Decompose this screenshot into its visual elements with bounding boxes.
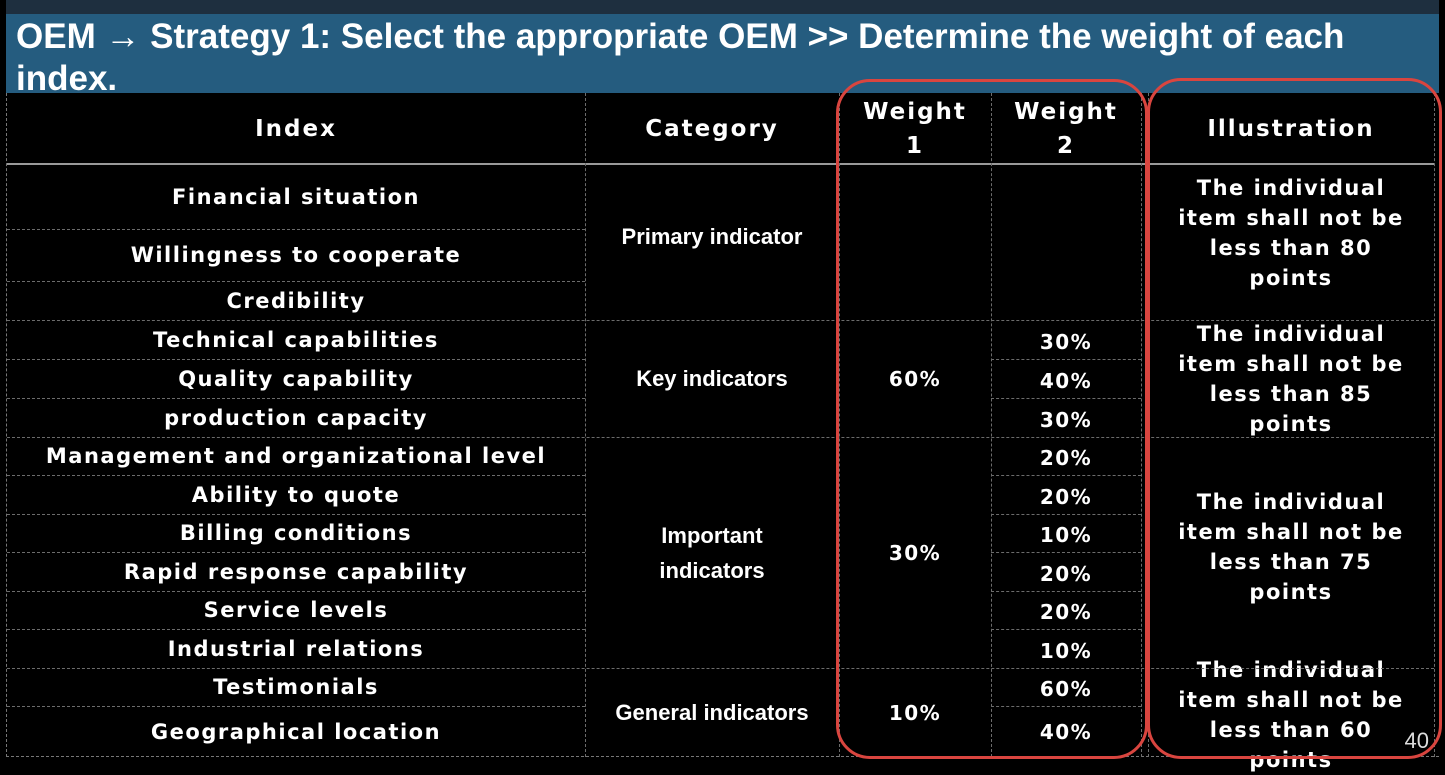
header-index: Index xyxy=(255,116,337,142)
column-divider xyxy=(839,93,840,757)
row-divider xyxy=(7,398,585,399)
weight2-cell: 20% xyxy=(1039,446,1093,470)
index-cell: Rapid response capability xyxy=(123,559,469,584)
index-cell: Financial situation xyxy=(172,185,420,209)
index-cell: Ability to quote xyxy=(191,482,401,507)
column-divider xyxy=(585,93,586,757)
category-cell: Primary indicator xyxy=(621,224,803,249)
row-divider xyxy=(991,629,1141,630)
row-divider xyxy=(7,514,585,515)
illustration-cell: The individual item shall not be less th… xyxy=(1178,175,1404,290)
index-cell: Geographical location xyxy=(150,719,442,744)
row-divider xyxy=(7,629,585,630)
weight2-cell: 30% xyxy=(1039,329,1093,354)
weight2-cell: 40% xyxy=(1039,368,1093,393)
index-cell: production capacity xyxy=(164,405,428,430)
row-divider xyxy=(991,398,1141,399)
category-cell: Important indicators xyxy=(659,522,765,583)
row-divider xyxy=(7,437,1434,438)
row-divider xyxy=(7,706,585,707)
weight2-cell: 30% xyxy=(1039,407,1093,432)
index-cell: Management and organizational level xyxy=(45,444,547,468)
weight2-cell: 60% xyxy=(1039,677,1093,701)
weight2-cell: 10% xyxy=(1039,523,1093,547)
row-divider xyxy=(7,552,585,553)
header-illustration: Illustration xyxy=(1207,116,1375,142)
weight2-cell: 20% xyxy=(1039,484,1093,509)
index-cell: Billing conditions xyxy=(179,521,413,545)
weight2-cell xyxy=(991,165,1141,320)
row-divider xyxy=(991,706,1141,707)
row-divider xyxy=(991,359,1141,360)
index-cell: Industrial relations xyxy=(167,636,425,661)
header-category: Category xyxy=(645,116,779,142)
illustration-cell: The individual item shall not be less th… xyxy=(1178,489,1404,604)
index-cell: Willingness to cooperate xyxy=(130,243,462,267)
illustration-cell: The individual item shall not be less th… xyxy=(1178,657,1404,772)
index-cell: Credibility xyxy=(226,288,366,313)
weight1-cell: 30% xyxy=(888,540,942,565)
index-cell: Testimonials xyxy=(213,675,379,699)
row-divider xyxy=(7,281,585,282)
row-divider xyxy=(7,359,585,360)
row-divider xyxy=(7,668,1434,669)
column-divider xyxy=(991,93,992,757)
column-divider xyxy=(1141,93,1142,757)
row-divider xyxy=(991,552,1141,553)
row-divider xyxy=(991,514,1141,515)
weight2-cell: 20% xyxy=(1039,561,1093,586)
weight1-cell: 10% xyxy=(888,700,942,725)
weight2-cell: 10% xyxy=(1039,638,1093,663)
weight2-cell: 40% xyxy=(1039,719,1093,744)
row-divider xyxy=(991,475,1141,476)
row-divider xyxy=(7,229,585,230)
row-divider xyxy=(7,591,585,592)
row-divider xyxy=(7,475,585,476)
column-divider xyxy=(1148,93,1149,757)
category-cell: Key indicators xyxy=(636,366,788,391)
header-weight-2: Weight 2 xyxy=(1014,99,1118,159)
weight2-cell: 20% xyxy=(1039,600,1093,624)
index-cell: Quality capability xyxy=(178,366,414,391)
row-divider xyxy=(991,591,1141,592)
weight-table: Index Category Weight 1 Weight 2 Illustr… xyxy=(6,93,1439,772)
title-bar: OEM → Strategy 1: Select the appropriate… xyxy=(6,0,1439,98)
header-weight-1: Weight 1 xyxy=(863,99,967,159)
header-divider xyxy=(7,163,1434,165)
illustration-cell: The individual item shall not be less th… xyxy=(1178,321,1404,436)
index-cell: Service levels xyxy=(203,598,389,622)
slide-title: OEM → Strategy 1: Select the appropriate… xyxy=(16,17,1345,98)
page-number: 40 xyxy=(1404,728,1429,753)
weight1-cell: 60% xyxy=(888,366,942,391)
category-cell: General indicators xyxy=(615,700,809,725)
column-divider xyxy=(1434,93,1435,757)
row-divider xyxy=(7,320,1434,321)
index-cell: Technical capabilities xyxy=(153,327,439,352)
weight1-cell xyxy=(839,165,991,320)
